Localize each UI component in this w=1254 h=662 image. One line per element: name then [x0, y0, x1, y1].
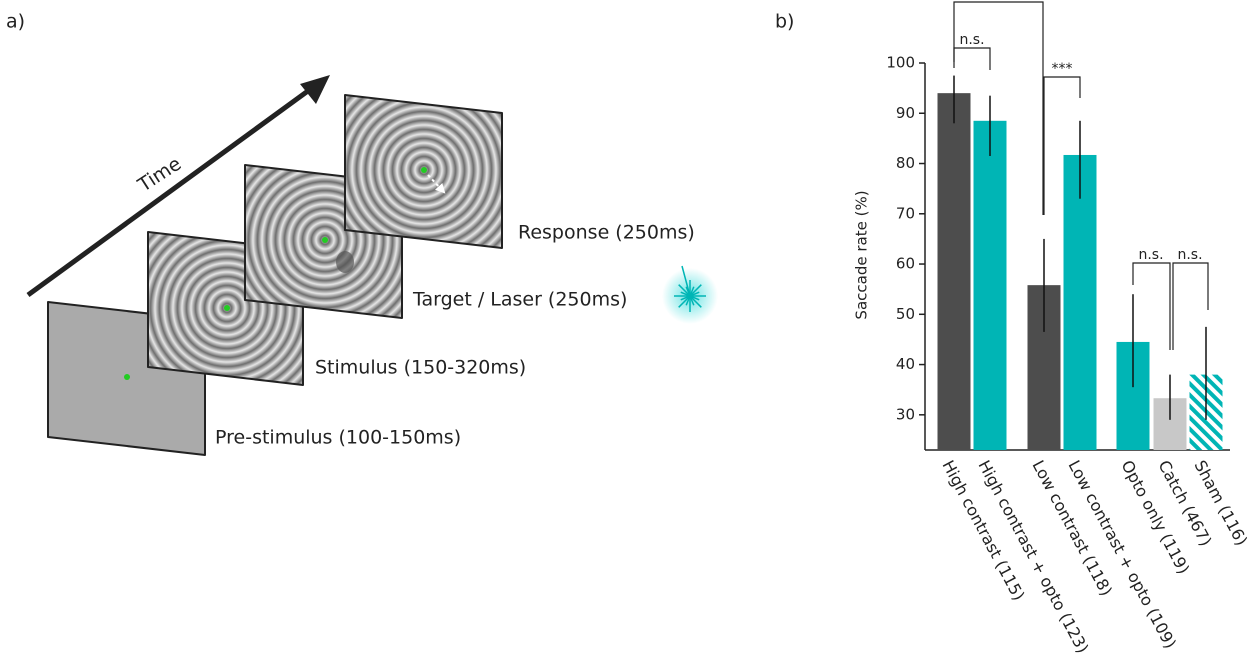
- fixation-dot: [322, 237, 328, 243]
- y-axis-label: Saccade rate (%): [853, 190, 871, 319]
- y-tick-label: 70: [896, 204, 915, 222]
- y-tick-label: 80: [896, 154, 915, 172]
- bar: [938, 93, 971, 450]
- y-tick-label: 30: [896, 405, 915, 423]
- y-tick-label: 90: [896, 104, 915, 122]
- sig-label: n.s.: [1177, 247, 1202, 263]
- sig-label: n.s.: [1138, 247, 1163, 263]
- bar: [974, 121, 1007, 450]
- laser-icon: [662, 266, 718, 324]
- fixation-dot: [124, 374, 130, 380]
- sig-bracket: [954, 48, 990, 70]
- sig-bracket: [1133, 263, 1170, 350]
- target: [336, 251, 354, 273]
- panel-label: b): [775, 11, 794, 33]
- figure: a) Time Pre-stimulus (100-150ms) Stimulu…: [0, 0, 1254, 662]
- sig-label: ***: [1052, 61, 1073, 77]
- sig-bracket: [1173, 263, 1208, 350]
- fixation-dot: [224, 305, 230, 311]
- bar: [1064, 155, 1097, 450]
- sig-label: n.s.: [959, 32, 984, 48]
- y-tick-label: 100: [886, 54, 915, 72]
- frame-label: Response (250ms): [518, 222, 695, 244]
- frame-label: Stimulus (150-320ms): [315, 357, 526, 379]
- frame-label: Pre-stimulus (100-150ms): [215, 427, 461, 449]
- time-label: Time: [133, 153, 185, 197]
- panel-label: a): [6, 11, 25, 33]
- y-tick-label: 40: [896, 355, 915, 373]
- y-tick-label: 50: [896, 305, 915, 323]
- y-tick-label: 60: [896, 255, 915, 273]
- frame-label: Target / Laser (250ms): [412, 289, 627, 311]
- time-arrowhead: [300, 75, 330, 104]
- fixation-dot: [421, 167, 427, 173]
